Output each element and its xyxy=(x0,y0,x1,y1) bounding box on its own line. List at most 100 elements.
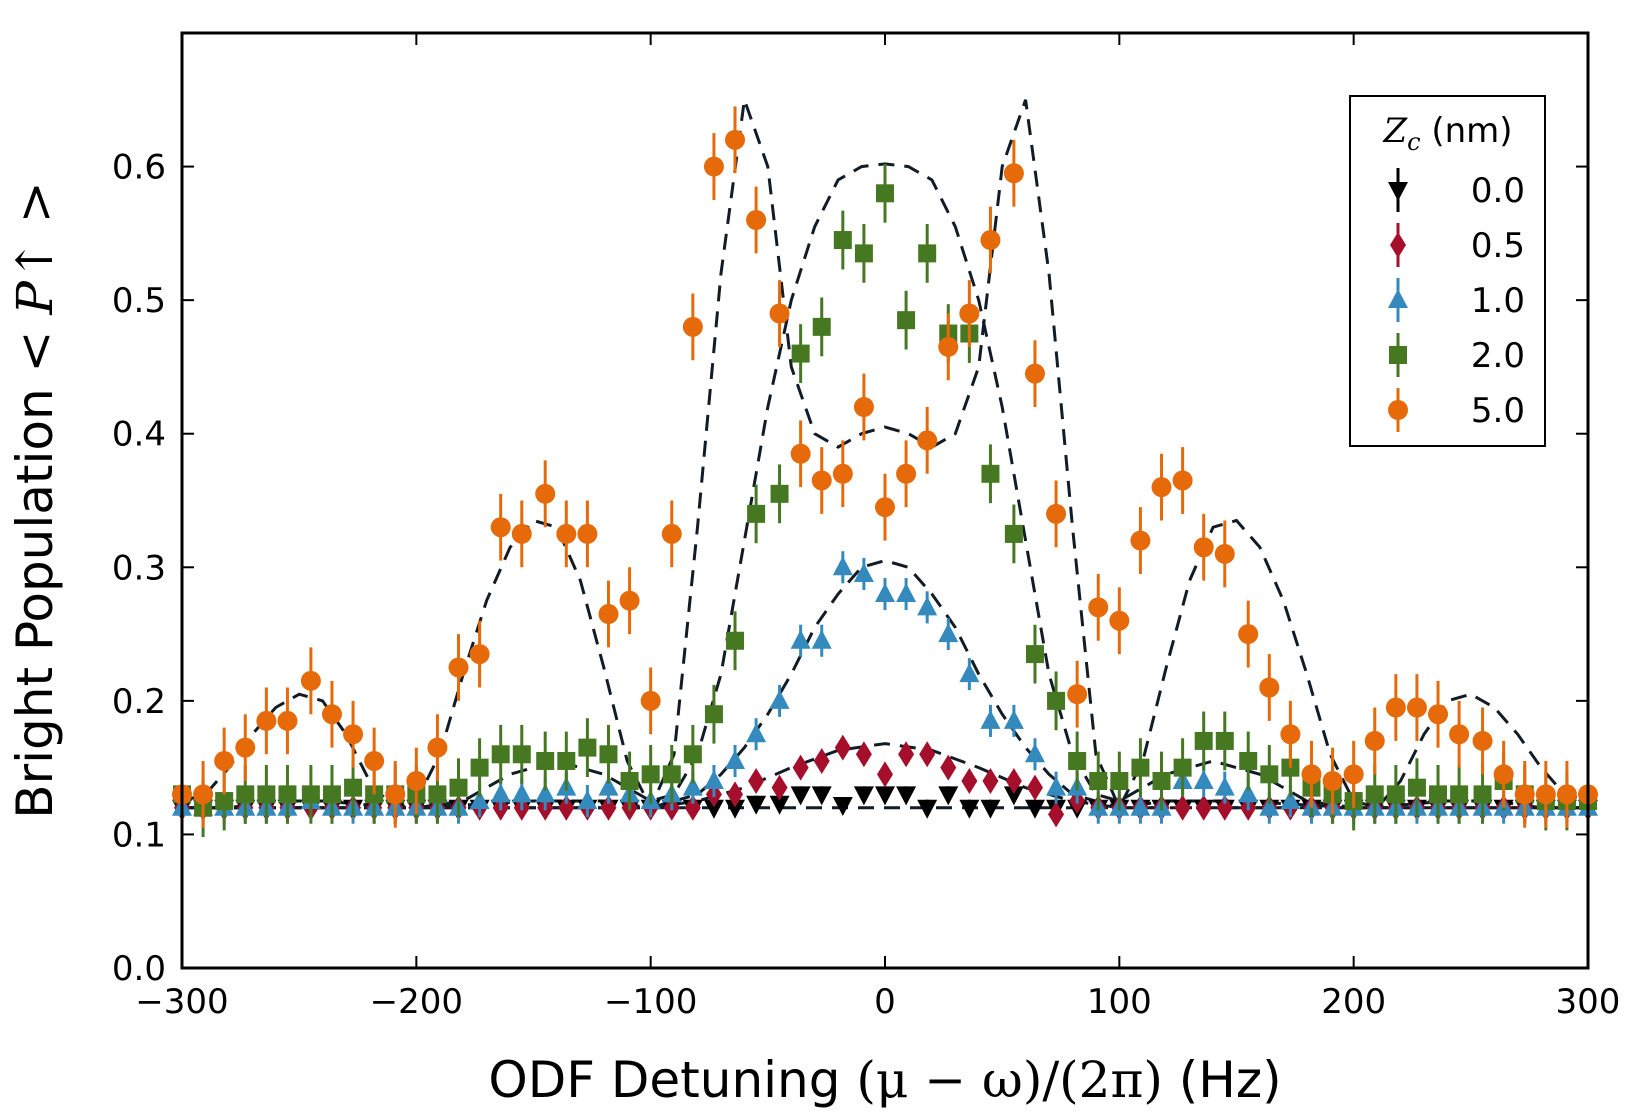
data-point xyxy=(278,785,297,804)
data-point xyxy=(535,783,556,803)
data-point xyxy=(620,772,639,790)
data-point xyxy=(875,497,895,518)
data-point xyxy=(640,690,661,711)
data-point xyxy=(811,786,832,806)
data-point xyxy=(982,768,999,794)
data-point xyxy=(832,556,853,576)
data-point xyxy=(599,745,618,764)
data-point xyxy=(536,751,555,770)
axis-ticks: −300 −200 −100 0 100 200 300 0.0 0.1 0.2 0.3 0.4 0.5… xyxy=(112,33,1620,1022)
data-point xyxy=(1193,537,1214,558)
y-axis-label-math: < P↑ > xyxy=(6,181,64,372)
data-point xyxy=(535,483,556,504)
data-point xyxy=(896,583,917,602)
data-point xyxy=(1130,530,1151,551)
y-axis-label-prefix: Bright Population xyxy=(6,372,64,818)
data-point xyxy=(343,724,364,745)
data-point xyxy=(1215,731,1234,750)
data-point xyxy=(771,774,788,801)
x-tick-label: −100 xyxy=(604,982,697,1022)
data-point xyxy=(1239,751,1258,770)
data-point xyxy=(959,303,980,324)
x-tick-label: 0 xyxy=(874,982,896,1022)
data-point xyxy=(1238,624,1259,645)
data-point xyxy=(1364,730,1385,751)
data-point xyxy=(1260,765,1279,784)
data-point xyxy=(1238,783,1259,803)
data-point xyxy=(556,523,577,544)
data-point xyxy=(1004,524,1023,543)
data-point xyxy=(1048,801,1065,828)
data-point xyxy=(790,786,811,806)
data-point xyxy=(790,443,811,464)
data-point xyxy=(1259,796,1280,816)
x-axis-label: ODF Detuning (μ − ω)/(2π) (Hz) xyxy=(488,1051,1281,1109)
y-tick-label: 0.6 xyxy=(112,148,166,188)
data-point xyxy=(322,785,341,804)
data-point xyxy=(469,644,490,665)
data-point xyxy=(980,799,1001,819)
data-point xyxy=(469,790,490,810)
data-point xyxy=(748,768,765,794)
y-tick-label: 0.3 xyxy=(112,548,166,588)
data-point xyxy=(364,750,385,771)
data-point xyxy=(898,741,915,768)
data-point xyxy=(1343,764,1364,785)
data-point xyxy=(598,776,619,796)
data-point xyxy=(385,784,406,805)
data-point xyxy=(1193,770,1214,789)
data-point xyxy=(1214,776,1235,796)
data-point xyxy=(511,783,532,803)
legend-label: 0.5 xyxy=(1471,226,1525,266)
data-point xyxy=(235,737,256,758)
data-point xyxy=(1514,784,1535,805)
data-point xyxy=(257,785,276,804)
data-point xyxy=(1131,758,1150,777)
data-point xyxy=(1556,784,1577,805)
data-point xyxy=(833,231,852,250)
data-point xyxy=(1151,477,1172,498)
data-point xyxy=(834,734,851,761)
data-point xyxy=(1365,785,1384,804)
data-point xyxy=(1535,784,1556,805)
data-point xyxy=(917,430,938,451)
data-point xyxy=(682,316,703,337)
data-point xyxy=(1493,764,1514,785)
data-point xyxy=(703,770,724,789)
data-point xyxy=(769,795,790,815)
data-point xyxy=(896,463,917,484)
data-point xyxy=(896,786,917,806)
legend-title-subscript: c xyxy=(1407,128,1420,156)
data-point xyxy=(512,745,531,764)
data-point xyxy=(1280,790,1301,810)
data-point xyxy=(961,768,978,794)
legend-item-2.0: 2.0 xyxy=(1389,333,1525,377)
data-point xyxy=(877,761,893,788)
legend-title-unit: (nm) xyxy=(1421,111,1513,151)
data-point xyxy=(918,244,937,263)
legend: Zc (nm) 0.0 0.5 1.0 2.0 5.0 xyxy=(1349,95,1546,447)
data-point xyxy=(321,704,342,725)
data-point xyxy=(448,657,469,678)
data-point xyxy=(959,663,980,683)
legend-label: 2.0 xyxy=(1471,336,1525,376)
data-point xyxy=(1088,597,1109,618)
data-point xyxy=(959,799,980,819)
data-point xyxy=(769,303,790,324)
data-point xyxy=(406,771,427,791)
data-point xyxy=(1024,363,1045,384)
data-point xyxy=(746,795,767,815)
data-point xyxy=(875,786,895,806)
data-point xyxy=(876,184,894,203)
data-point xyxy=(854,244,873,263)
data-point xyxy=(1130,796,1151,816)
x-tick-label: 100 xyxy=(1087,982,1152,1022)
y-tick-label: 0.5 xyxy=(112,281,166,321)
data-point xyxy=(1046,776,1067,796)
data-point xyxy=(790,629,811,649)
data-point xyxy=(917,596,938,616)
data-point xyxy=(832,463,853,484)
data-point xyxy=(1322,771,1343,791)
data-point xyxy=(683,745,702,764)
data-point xyxy=(919,741,936,768)
